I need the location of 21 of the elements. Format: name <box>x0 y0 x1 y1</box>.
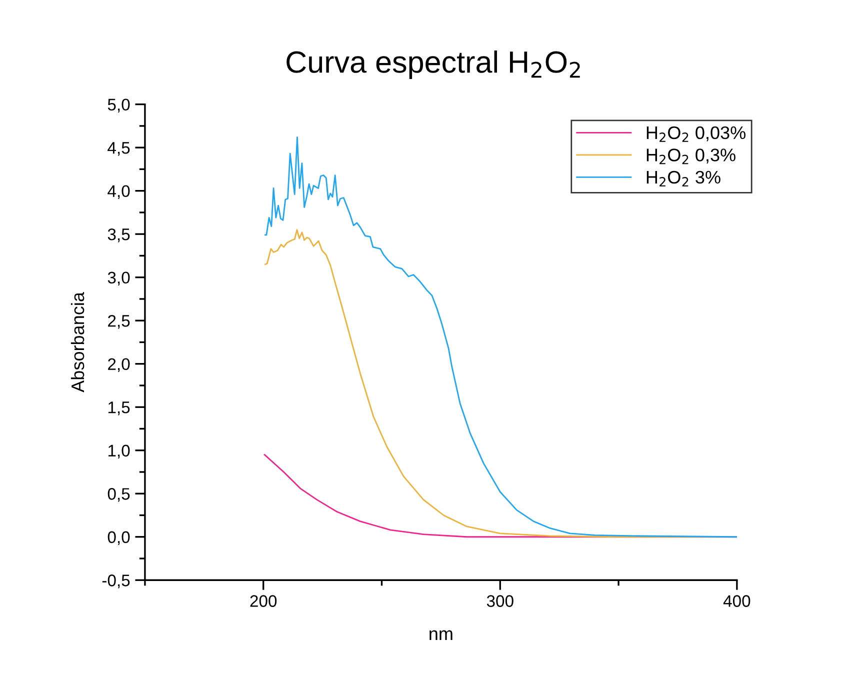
y-tick-label: 4,0 <box>108 185 130 199</box>
legend-label: H$_{2}$O$_{2}$ 0,03% <box>646 126 746 142</box>
y-tick-label: 0,0 <box>108 531 130 546</box>
x-tick-label: 300 <box>486 595 514 607</box>
y-tick-label: 3,5 <box>108 228 130 242</box>
x-tick-label: 200 <box>250 595 277 607</box>
y-tick-label: -0,5 <box>102 574 130 588</box>
y-tick-label: 1,5 <box>108 402 130 416</box>
y-tick-label: 1,0 <box>108 444 130 459</box>
y-tick-label: 2,5 <box>108 314 130 329</box>
x-tick-label: 400 <box>723 595 750 607</box>
y-tick-label: 2,0 <box>108 358 130 372</box>
y-tick-label: 0,5 <box>108 488 130 502</box>
y-tick-label: 3,0 <box>108 272 130 286</box>
chart-title: Curva espectral H$_{2}$O$_{2}$ <box>286 50 580 79</box>
y-tick-label: 4,5 <box>108 142 130 156</box>
y-axis-title: Absorbancia <box>70 292 84 392</box>
x-axis-title: nm <box>430 630 452 640</box>
legend-label: H$_{2}$O$_{2}$ 0,3% <box>646 148 736 164</box>
legend-label: H$_{2}$O$_{2}$ 3% <box>646 170 720 186</box>
y-tick-label: 5,0 <box>108 98 130 112</box>
